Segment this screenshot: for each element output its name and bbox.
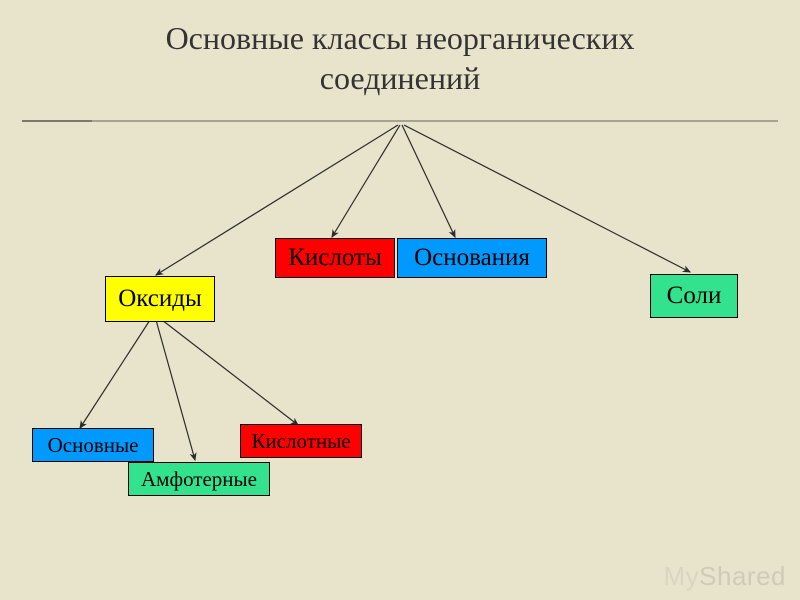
node-salts: Соли [650, 274, 738, 318]
slide-canvas: Основные классы неорганических соединени… [0, 0, 800, 600]
node-basic-label: Основные [48, 433, 139, 457]
watermark-mid: Shared [699, 561, 786, 591]
node-bases: Основания [397, 238, 547, 278]
node-amphoteric-label: Амфотерные [141, 467, 257, 491]
node-acidic-label: Кислотные [251, 429, 350, 453]
title-rule-left [22, 120, 92, 122]
title-line-2: соединений [320, 60, 480, 96]
title-line-1: Основные классы неорганических [166, 20, 635, 56]
slide-title: Основные классы неорганических соединени… [0, 18, 800, 98]
node-amphoteric: Амфотерные [128, 462, 270, 496]
node-acidic: Кислотные [240, 424, 362, 458]
watermark-pre: My [663, 561, 699, 591]
watermark: MyShared [663, 561, 786, 592]
node-salts-label: Соли [667, 282, 722, 309]
node-bases-label: Основания [414, 244, 530, 271]
node-acids-label: Кислоты [288, 244, 382, 271]
node-basic: Основные [32, 428, 154, 462]
node-oxides-label: Оксиды [118, 285, 202, 312]
node-oxides: Оксиды [105, 276, 215, 322]
node-acids: Кислоты [275, 238, 395, 278]
title-rule-right [92, 120, 778, 122]
